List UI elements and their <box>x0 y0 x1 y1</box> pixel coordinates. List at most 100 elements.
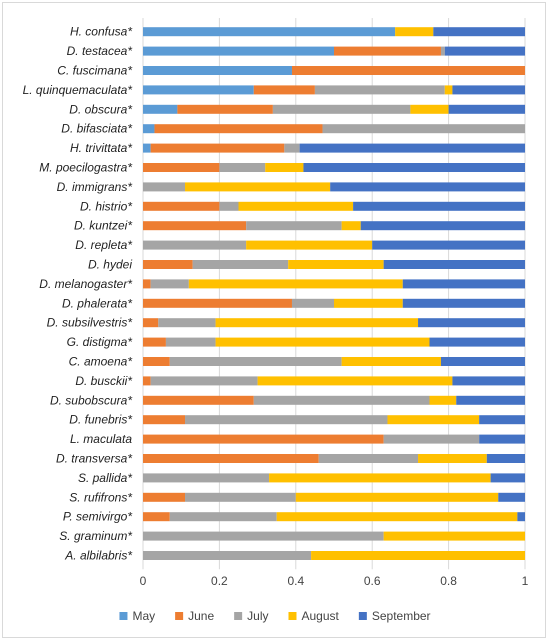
bar-segment-september <box>418 318 525 328</box>
bar-segment-september <box>517 512 525 522</box>
category-labels: H. confusa* D. testacea* C. fuscimana* L. q… <box>23 25 133 563</box>
bar-segment-june <box>291 66 525 75</box>
category-label: D. testacea* <box>67 44 133 58</box>
bar-segment-september <box>479 415 525 425</box>
bar-segment-august <box>295 492 499 502</box>
bar-segment-may <box>143 66 292 75</box>
bar-segment-august <box>215 337 430 347</box>
bar-segment-august <box>311 551 525 560</box>
bar-segment-june <box>143 221 247 231</box>
x-tick-label: 0.8 <box>440 574 457 588</box>
category-label: S. rufifrons* <box>69 490 132 504</box>
legend-label: July <box>247 609 268 623</box>
bar-segment-june <box>143 298 292 308</box>
legend-label: August <box>301 609 339 623</box>
bar-segment-september <box>448 104 525 114</box>
bar-segment-august <box>185 182 331 192</box>
legend-label: May <box>132 609 155 623</box>
bar-segment-july <box>169 357 342 366</box>
legend: May June July August September <box>119 609 431 623</box>
x-tick-label: 1 <box>522 574 529 588</box>
bar-segment-july <box>150 279 189 289</box>
bar-segment-august <box>238 201 354 211</box>
bar-segment-july <box>219 163 266 172</box>
bar-segment-september <box>440 357 525 366</box>
category-label: D. histrio* <box>80 199 132 213</box>
bar-segment-july <box>383 434 480 444</box>
category-label: S. pallida* <box>78 471 132 485</box>
bar-segment-august <box>188 279 403 289</box>
bar-segment-september <box>303 163 525 172</box>
x-tick-label: 0.4 <box>287 574 304 588</box>
bar-segment-july <box>318 454 419 463</box>
bar-segment-august <box>383 531 525 541</box>
bar-segment-may <box>143 143 151 153</box>
bar-segment-june <box>143 512 170 522</box>
bar-segment-august <box>257 376 453 386</box>
bar-segment-may <box>143 124 155 134</box>
bar-segment-june <box>143 357 170 366</box>
bar-segment-june <box>143 201 220 211</box>
bar-segment-august <box>288 260 384 269</box>
bar-segment-june <box>143 415 186 425</box>
bar-segment-september <box>372 240 525 250</box>
bar-segment-june <box>334 46 441 56</box>
bar-segment-june <box>143 434 384 444</box>
bar-segment-june <box>154 124 323 134</box>
bar-segment-july <box>219 201 239 211</box>
bar-segment-september <box>299 143 525 153</box>
bar-segment-september <box>402 279 525 289</box>
bar-segment-august <box>444 85 453 95</box>
bar-segment-july <box>284 143 300 153</box>
category-label: D. funebris* <box>69 413 132 427</box>
bar-segment-september <box>452 376 525 386</box>
bar-segment-august <box>341 357 441 366</box>
category-label: G. distigma* <box>67 335 133 349</box>
bar-segment-august <box>429 395 457 405</box>
bar-segment-july <box>143 182 186 192</box>
bar-segment-august <box>276 512 518 522</box>
category-label: D. transversa* <box>56 452 132 466</box>
category-label: D. bifasciata* <box>61 122 132 136</box>
x-tick-label: 0 <box>140 574 147 588</box>
bar-segment-august <box>395 27 434 37</box>
category-label: D. hydei <box>88 258 132 272</box>
bar-segment-june <box>177 104 273 114</box>
bar-segment-september <box>456 395 525 405</box>
bar-segment-may <box>143 104 178 114</box>
category-label: D. subobscura* <box>50 393 132 407</box>
category-label: D. repleta* <box>75 238 132 252</box>
bar-segment-june <box>143 395 254 405</box>
bar-segment-july <box>185 415 388 425</box>
bar-segment-august <box>341 221 361 231</box>
category-label: M. poecilogastra* <box>39 161 132 175</box>
bar-segment-september <box>330 182 525 192</box>
bar-segment-july <box>253 395 430 405</box>
bar-segment-july <box>291 298 334 308</box>
bar-segment-july <box>169 512 277 522</box>
bar-segment-july <box>143 531 384 541</box>
category-label: A. albilabris* <box>64 549 132 563</box>
bar-segment-july <box>143 473 270 483</box>
category-label: D. obscura* <box>69 102 132 116</box>
bar-segment-september <box>353 201 525 211</box>
bar-segment-may <box>143 46 334 56</box>
bar-segment-july <box>322 124 525 134</box>
bar-segment-september <box>498 492 525 502</box>
bar-segment-september <box>383 260 525 269</box>
bar-segment-june <box>143 260 193 269</box>
bar-segment-august <box>418 454 487 463</box>
bar-segment-july <box>272 104 411 114</box>
category-label: D. phalerata* <box>62 296 132 310</box>
bar-segment-july <box>143 551 312 560</box>
bar-segment-june <box>150 143 285 153</box>
x-tick-label: 0.6 <box>364 574 381 588</box>
category-label: S. graminum* <box>59 529 132 543</box>
bar-segment-june <box>143 454 319 463</box>
category-label: L. quinquemaculata* <box>23 83 133 97</box>
legend-swatch-september <box>358 612 367 620</box>
bar-segment-september <box>452 85 525 95</box>
bar-segment-august <box>334 298 403 308</box>
bar-segment-june <box>143 163 220 172</box>
gridlines <box>142 18 526 570</box>
